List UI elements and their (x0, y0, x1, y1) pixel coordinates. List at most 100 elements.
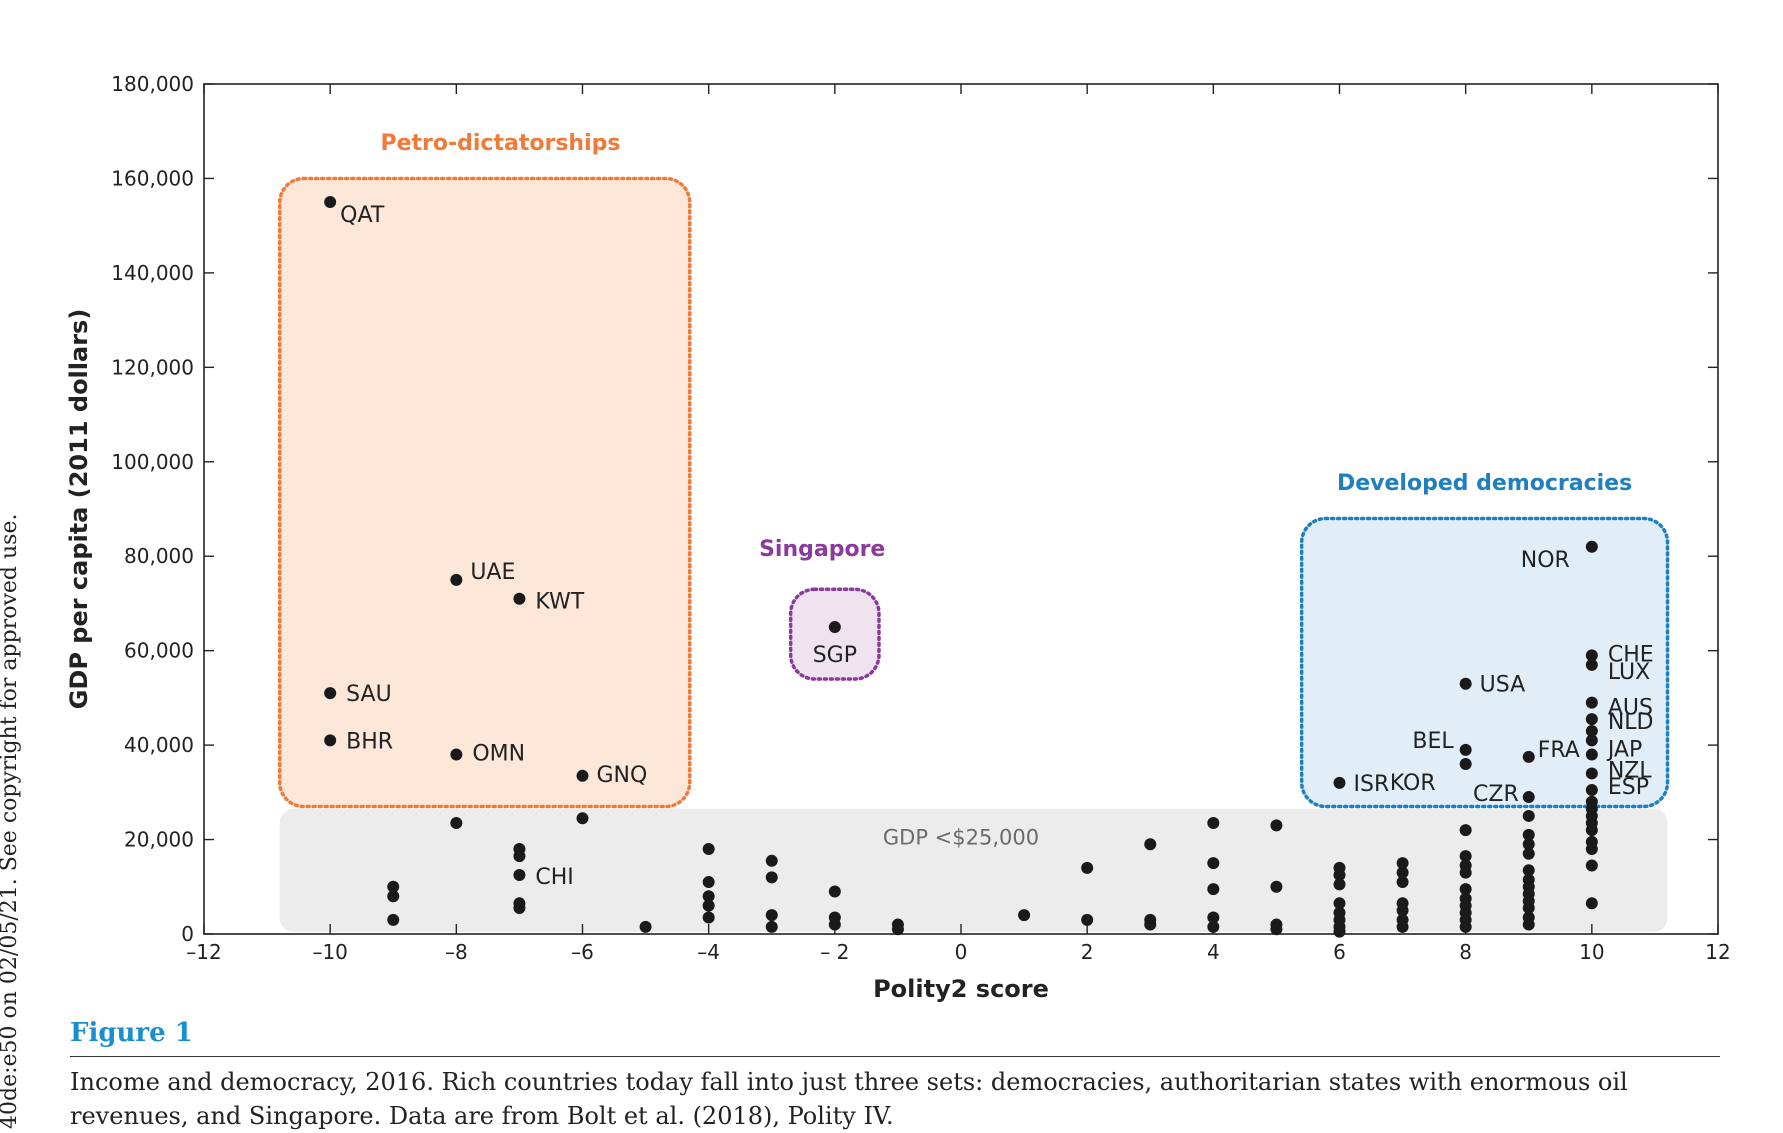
x-tick-label: –8 (445, 940, 468, 964)
x-tick-label: – 2 (820, 940, 849, 964)
data-point-nzl (1585, 767, 1598, 780)
data-point (387, 880, 400, 893)
data-point (1459, 866, 1472, 879)
point-label-usa: USA (1480, 673, 1526, 698)
data-point (1585, 897, 1598, 910)
caption-divider (70, 1056, 1720, 1057)
x-tick-label: 0 (955, 940, 968, 964)
point-label-esp: ESP (1608, 775, 1649, 800)
data-point (1207, 817, 1220, 830)
petro-region (277, 176, 692, 809)
data-point (1333, 897, 1346, 910)
data-point (1270, 880, 1283, 893)
gdp-band-label: GDP <$25,000 (883, 825, 1039, 849)
point-label-omn: OMN (472, 742, 525, 767)
data-points (324, 196, 1598, 938)
data-point (1396, 904, 1409, 917)
point-label-jap: JAP (1606, 738, 1642, 763)
data-point (828, 918, 841, 931)
singapore-region (788, 587, 881, 681)
data-point-gnq (576, 769, 589, 782)
point-label-bhr: BHR (346, 729, 393, 754)
data-point (513, 850, 526, 863)
x-tick-label: 2 (1081, 940, 1094, 964)
point-label-bel: BEL (1412, 729, 1454, 754)
x-axis-title: Polity2 score (873, 975, 1049, 1003)
data-point (450, 817, 463, 830)
y-tick-label: 0 (181, 922, 194, 946)
y-tick-label: 40,000 (124, 733, 194, 757)
point-label-nor: NOR (1521, 548, 1570, 573)
data-point-uae (450, 573, 463, 586)
caption-text: Income and democracy, 2016. Rich countri… (70, 1068, 1628, 1130)
x-tick-label: –10 (312, 940, 347, 964)
data-point (1396, 857, 1409, 870)
data-point (765, 920, 778, 933)
data-point (1585, 724, 1598, 737)
point-label-nld: NLD (1608, 710, 1654, 735)
y-tick-label: 160,000 (111, 166, 194, 190)
x-tick-label: 4 (1207, 940, 1220, 964)
y-tick-label: 100,000 (111, 450, 194, 474)
data-point (1522, 838, 1535, 851)
data-point (1585, 734, 1598, 747)
data-point (1585, 859, 1598, 872)
data-point-omn (450, 748, 463, 761)
democracy-title: Developed democracies (1337, 471, 1632, 496)
data-point (513, 902, 526, 915)
figure-caption: Figure 1 Income and democracy, 2016. Ric… (70, 1018, 1720, 1133)
data-point (765, 854, 778, 867)
data-point-kwt (513, 592, 526, 605)
data-point (1270, 923, 1283, 936)
data-point (765, 909, 778, 922)
gdp-band (279, 808, 1668, 932)
axes: –12 –10 –8 –6 –4 – 2 0 2 4 6 8 10 12 0 20,000 40,000 60,… (111, 72, 1730, 964)
point-label-lux: LUX (1608, 660, 1650, 685)
figure-label: Figure 1 (70, 1018, 193, 1048)
data-point-jap (1585, 748, 1598, 761)
data-point-sau (324, 687, 337, 700)
data-point (1459, 883, 1472, 896)
data-point-nor (1585, 540, 1598, 553)
data-point (702, 890, 715, 903)
data-point (1522, 864, 1535, 877)
point-label-qat: QAT (340, 203, 385, 228)
data-point (1522, 902, 1535, 915)
data-point (387, 913, 400, 926)
data-point (1144, 838, 1157, 851)
data-point (1207, 857, 1220, 870)
data-point-esp (1585, 783, 1598, 796)
data-point (1018, 909, 1031, 922)
point-label-fra: FRA (1538, 738, 1580, 763)
data-point (1081, 861, 1094, 874)
point-label-kwt: KWT (535, 590, 584, 615)
data-point (1333, 925, 1346, 938)
data-point (702, 876, 715, 889)
data-point (1585, 843, 1598, 855)
point-label-czr: CZR (1473, 782, 1519, 807)
data-point (1270, 819, 1283, 832)
data-point-czr (1522, 791, 1535, 804)
x-tick-label: –6 (571, 940, 594, 964)
point-label-sgp: SGP (813, 643, 857, 668)
data-point (1396, 920, 1409, 933)
point-label-sau: SAU (346, 682, 392, 707)
data-point-aus (1585, 696, 1598, 709)
data-point-fra (1522, 750, 1535, 763)
data-point (1459, 920, 1472, 933)
data-point (1522, 809, 1535, 822)
point-label-kor: KOR (1390, 771, 1436, 796)
y-tick-label: 140,000 (111, 261, 194, 285)
data-point (1333, 868, 1346, 881)
data-point (1207, 911, 1220, 924)
point-label-che: CHE (1608, 642, 1654, 667)
y-tick-label: 20,000 (124, 828, 194, 852)
data-point (1396, 866, 1409, 879)
data-point-lux (1585, 658, 1598, 671)
x-tick-label: –12 (186, 940, 221, 964)
point-label-isr: ISR (1354, 772, 1390, 797)
data-point (1333, 878, 1346, 891)
data-point (1522, 847, 1535, 860)
